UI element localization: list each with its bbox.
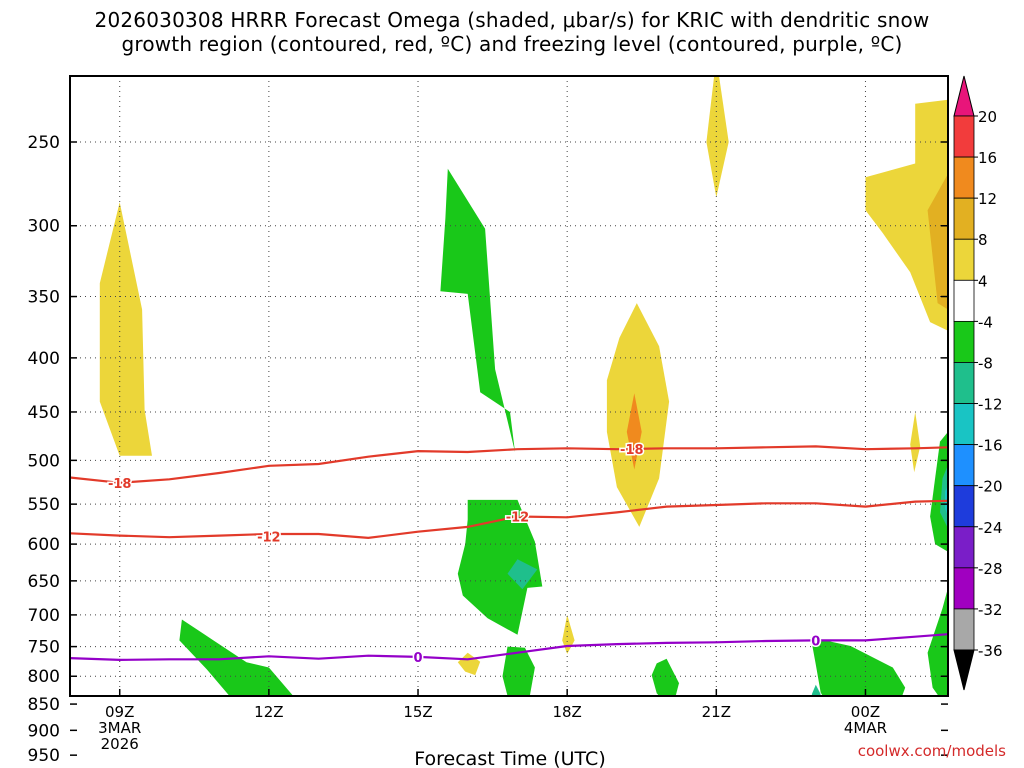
x-tick-label-18Z: 18Z [552,703,581,721]
updraft-green-area-9 [927,587,948,696]
colorbar-bin-9 [953,444,975,487]
colorbar-bottom-arrow [953,649,975,691]
y-tick-label-400: 400 [28,349,60,369]
contour-label-minus-18-2: -18 [620,443,644,458]
colorbar-label-12: 12 [978,190,997,208]
y-tick-label-950: 950 [28,746,60,766]
updraft-green-area-5 [346,708,383,764]
updraft-teal-area-3 [811,684,821,696]
plot-frame [69,75,949,697]
y-tick-label-500: 500 [28,451,60,471]
colorbar-bin-4 [953,238,975,281]
colorbar-label-4: 4 [978,272,988,290]
x-tick-label-4MAR: 4MAR [844,719,887,737]
subsidence-orange-area-1 [626,393,642,470]
x-tick-label-2026: 2026 [101,735,139,753]
colorbar-bin-10 [953,485,975,528]
y-tick-label-300: 300 [28,217,60,237]
colorbar-label-16: 16 [978,149,997,167]
updraft-green-area-3 [502,646,535,696]
contour-minus-12 [70,499,948,540]
updraft-green-area-4 [179,619,294,696]
subsidence-yellow-area-7 [910,412,921,473]
y-tick-label-700: 700 [28,606,60,626]
y-tick-label-600: 600 [28,535,60,555]
colorbar-bin-13 [953,608,975,651]
colorbar-label--28: -28 [978,560,1003,578]
updraft-teal-area-2 [940,464,948,529]
colorbar-bin-5 [953,279,975,322]
colorbar-label--36: -36 [978,642,1003,660]
colorbar-bin-11 [953,526,975,569]
y-tick-label-350: 350 [28,288,60,308]
colorbar-bin-1 [953,115,975,158]
updraft-teal-area-1 [507,559,538,590]
subsidence-gold-area-1 [927,173,948,310]
subsidence-yellow-area-4 [865,99,948,331]
x-axis-label: Forecast Time (UTC) [414,748,605,768]
colorbar-bin-2 [953,156,975,199]
contour-freezing-level [70,633,948,662]
colorbar-label--12: -12 [978,396,1003,414]
x-tick-label-00Z: 00Z [851,703,880,721]
y-tick-label-450: 450 [28,403,60,423]
y-tick-label-850: 850 [28,695,60,715]
contour-label-freezing-level-1: 0 [413,651,422,666]
contour-label-minus-18-1: -18 [108,477,132,492]
colorbar-top-arrow [953,75,975,117]
colorbar-bin-3 [953,197,975,240]
contour-label-minus-12-2: -12 [506,510,530,525]
colorbar-label--20: -20 [978,478,1003,496]
updraft-green-area-2 [457,499,543,635]
colorbar-label--32: -32 [978,601,1003,619]
updraft-green-area-6 [651,658,679,696]
contour-label-freezing-level-2: 0 [811,634,820,649]
updraft-green-area-7 [810,637,906,696]
y-tick-label-650: 650 [28,572,60,592]
chart-title-line-1: 2026030308 HRRR Forecast Omega (shaded, … [94,8,930,32]
colorbar-label--16: -16 [978,437,1003,455]
y-tick-label-250: 250 [28,133,60,153]
subsidence-yellow-area-3 [706,76,729,198]
colorbar-label--8: -8 [978,354,993,372]
y-tick-label-550: 550 [28,495,60,515]
colorbar-label-20: 20 [978,108,997,126]
updraft-green-area-8 [930,431,948,552]
colorbar-label--24: -24 [978,519,1003,537]
contour-label-minus-12-1: -12 [257,530,281,545]
colorbar-bin-8 [953,403,975,446]
chart-title-line-2: growth region (contoured, red, ºC) and f… [121,32,903,56]
contour-minus-18 [70,445,948,484]
subsidence-yellow-area-5 [457,652,481,676]
y-tick-label-750: 750 [28,638,60,658]
x-tick-label-09Z: 09Z [105,703,134,721]
colorbar-label--4: -4 [978,313,993,331]
colorbar-bin-12 [953,567,975,610]
x-tick-label-21Z: 21Z [702,703,731,721]
site-credit[interactable]: coolwx.com/models [857,742,1006,760]
colorbar-bin-7 [953,362,975,404]
y-tick-label-800: 800 [28,667,60,687]
updraft-green-area-1 [440,168,515,453]
x-tick-label-15Z: 15Z [403,703,432,721]
colorbar-bin-6 [953,320,975,363]
x-tick-label-3MAR: 3MAR [98,719,141,737]
colorbar-label-8: 8 [978,231,988,249]
x-tick-label-12Z: 12Z [254,703,283,721]
subsidence-yellow-area-1 [99,202,152,456]
subsidence-yellow-area-6 [562,614,575,654]
y-tick-label-900: 900 [28,721,60,741]
